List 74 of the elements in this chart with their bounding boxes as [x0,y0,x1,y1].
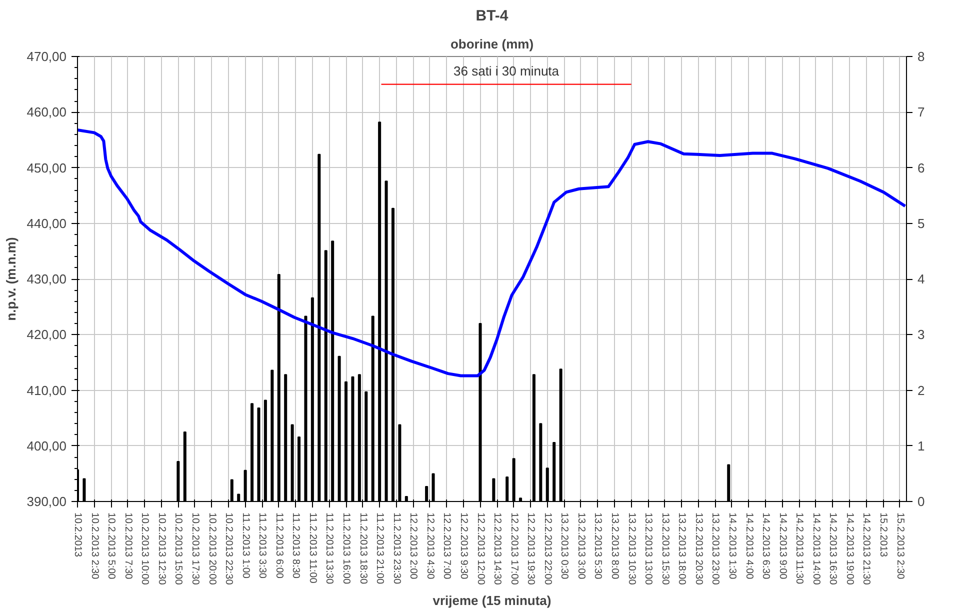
x-tick-label: 12.2.2013 9:30 [458,512,469,580]
x-tick-label: 11.2.2013 1:00 [240,512,251,579]
x-tick-label: 12.2.2013 7:00 [441,512,452,580]
x-tick-label: 14.2.2013 21:30 [860,512,872,586]
x-tick-label: 14.2.2013 14:00 [810,512,822,586]
x-tick-label: 10.2.2013 5:00 [106,512,117,580]
x-tick-label: 11.2.2013 13:30 [324,512,335,584]
x-tick-label: 11.2.2013 11:00 [306,512,318,584]
x-tick-label: 10.2.2013 20:00 [206,512,218,586]
y2-tick-label: 6 [918,160,925,176]
x-tick-label: 13.2.2013 18:00 [676,512,688,586]
x-tick-label: 12.2.2013 14:30 [492,512,503,586]
y-tick-label: 390,00 [26,494,67,509]
x-tick-label: 10.2.2013 7:30 [122,512,134,580]
x-tick-label: 11.2.2013 16:00 [340,512,352,584]
x-tick-label: 14.2.2013 6:30 [760,512,772,580]
x-tick-label: 14.2.2013 11:30 [794,512,805,584]
y-tick-label: 410,00 [26,382,67,398]
x-tick-label: 13.2.2013 3:00 [575,512,586,580]
x-tick-label: 10.2.2013 [72,512,83,558]
line-series [78,128,906,378]
x-tick-label: 13.2.2013 5:30 [592,512,604,580]
x-tick-label: 11.2.2013 3:30 [256,512,268,579]
x-tick-label: 14.2.2013 9:00 [776,512,788,580]
x-tick-label: 13.2.2013 10:30 [626,512,637,586]
y-tick-label: 450,00 [26,160,67,176]
y-tick-label: 420,00 [26,327,67,342]
series-label: 36 sati i 30 minuta [454,63,560,78]
x-tick-label: 13.2.2013 0:30 [558,512,570,580]
y2-tick-label: 4 [918,272,925,286]
x-tick-label: 14.2.2013 16:30 [827,512,838,586]
y-tick-label: 460,00 [26,104,67,120]
x-tick-label: 13.2.2013 13:00 [642,512,654,586]
x-tick-label: 12.2.2013 19:30 [525,512,536,586]
x-tick-label: 13.2.2013 23:00 [710,512,721,586]
x-tick-label: 10.2.2013 10:00 [139,512,150,586]
x-tick-label: 11.2.2013 23:30 [390,512,402,584]
x-tick-label: 14.2.2013 19:00 [844,512,855,586]
x-tick-label: 13.2.2013 8:00 [609,512,620,580]
y2-tick-label: 0 [918,494,925,509]
y2-axis-title: oborine (mm) [450,36,534,52]
x-tick-label: 15.2.2013 [878,512,889,558]
x-tick-label: 11.2.2013 21:00 [374,512,386,584]
x-tick-label: 12.2.2013 2:00 [408,512,419,580]
chart-title: BT-4 [476,8,509,24]
x-tick-label: 12.2.2013 22:00 [542,512,553,586]
y-axis-title: n.p.v. (m.n.m) [4,237,19,321]
x-tick-label: 10.2.2013 15:00 [172,512,184,586]
y-tick-label: 440,00 [26,216,67,231]
y-tick-label: 400,00 [26,438,67,454]
y2-tick-label: 2 [918,382,925,398]
x-tick-label: 14.2.2013 1:30 [726,512,738,580]
y2-tick-label: 8 [918,49,925,64]
x-tick-label: 10.2.2013 22:30 [223,512,234,586]
x-axis-title: vrijeme (15 minuta) [432,592,552,608]
x-tick-label: 14.2.2013 4:00 [743,512,754,580]
x-tick-label: 12.2.2013 4:30 [424,512,436,580]
x-tick-label: 13.2.2013 15:30 [659,512,670,586]
x-tick-label: 11.2.2013 6:00 [273,512,284,579]
x-tick-label: 10.2.2013 17:30 [189,512,200,586]
y-tick-label: 470,00 [26,49,67,64]
x-tick-label: 13.2.2013 20:30 [692,512,704,586]
y2-tick-label: 3 [918,327,925,342]
y2-tick-label: 5 [918,216,925,231]
x-tick-label: 11.2.2013 8:30 [290,512,302,579]
x-tick-label: 12.2.2013 12:00 [474,512,486,586]
x-tick-label: 10.2.2013 2:30 [88,512,100,580]
x-tick-label: 12.2.2013 17:00 [508,512,520,586]
y-tick-label: 430,00 [26,272,67,286]
x-tick-label: 10.2.2013 12:30 [156,512,167,586]
y2-tick-label: 7 [918,104,925,120]
x-tick-label: 15.2.2013 2:30 [894,512,906,580]
x-tick-label: 11.2.2013 18:30 [357,512,368,584]
y2-tick-label: 1 [918,438,925,454]
